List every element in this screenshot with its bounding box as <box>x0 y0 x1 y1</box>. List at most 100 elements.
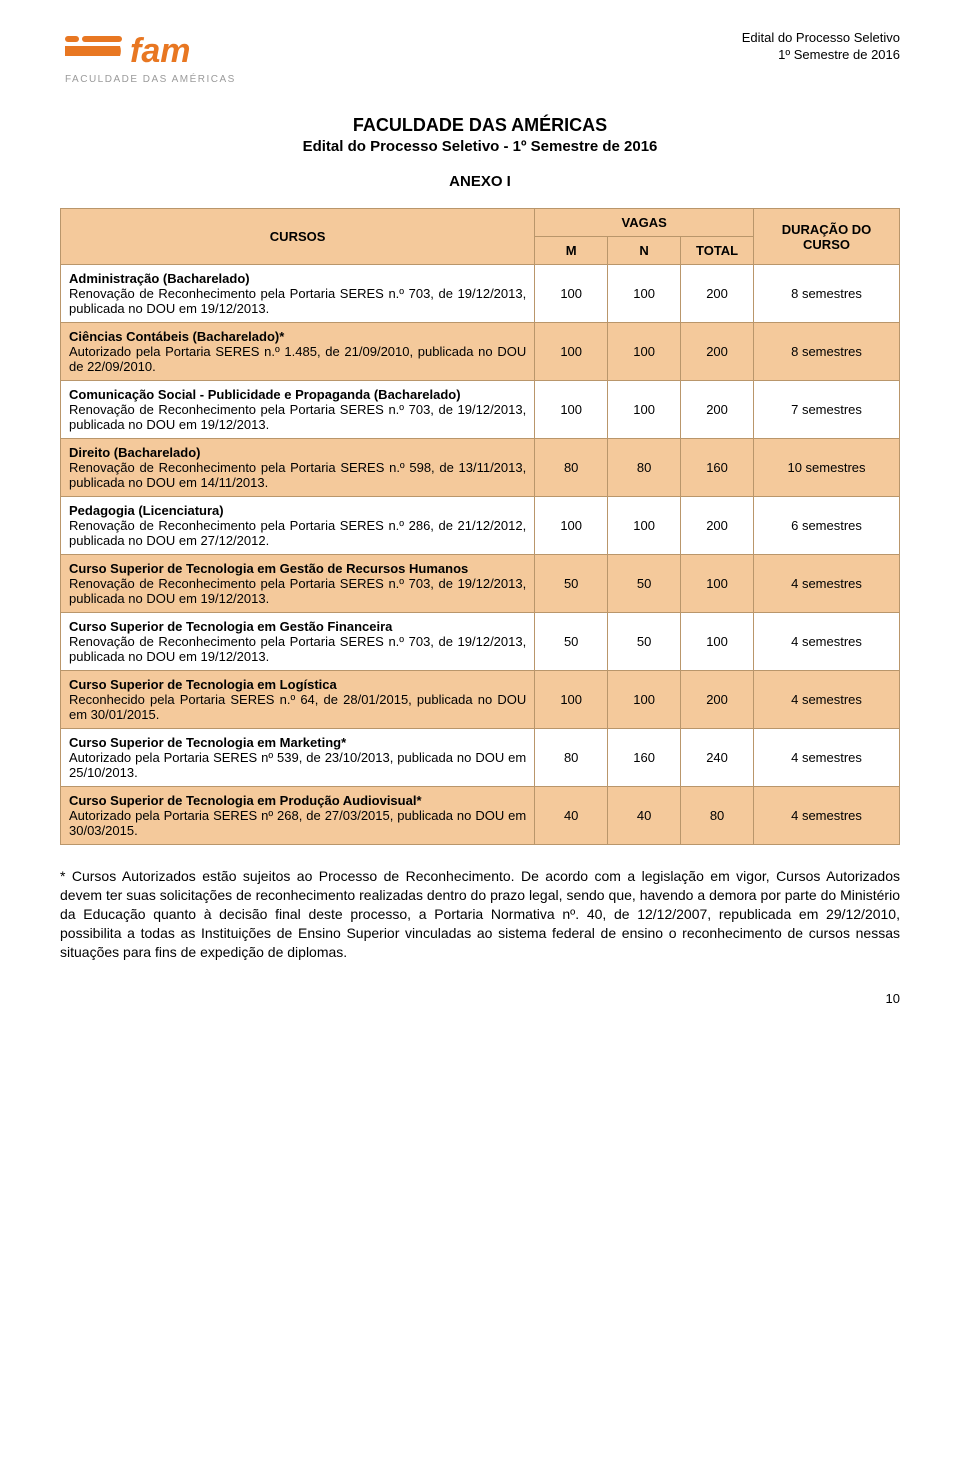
table-row: Pedagogia (Licenciatura)Renovação de Rec… <box>61 497 900 555</box>
cell-m: 50 <box>535 555 608 613</box>
course-name: Curso Superior de Tecnologia em Produção… <box>69 793 526 808</box>
cell-total: 240 <box>681 729 754 787</box>
cell-m: 100 <box>535 265 608 323</box>
cell-dur: 4 semestres <box>754 729 900 787</box>
table-row: Curso Superior de Tecnologia em Gestão F… <box>61 613 900 671</box>
cell-course: Curso Superior de Tecnologia em Marketin… <box>61 729 535 787</box>
svg-text:fam: fam <box>130 32 190 70</box>
table-row: Ciências Contábeis (Bacharelado)*Autoriz… <box>61 323 900 381</box>
cell-n: 100 <box>608 671 681 729</box>
cell-total: 100 <box>681 555 754 613</box>
header-line2: 1º Semestre de 2016 <box>742 47 900 64</box>
th-cursos: CURSOS <box>61 209 535 265</box>
cell-m: 80 <box>535 729 608 787</box>
cell-n: 160 <box>608 729 681 787</box>
th-vagas: VAGAS <box>535 209 754 237</box>
header-line1: Edital do Processo Seletivo <box>742 30 900 47</box>
cell-course: Pedagogia (Licenciatura)Renovação de Rec… <box>61 497 535 555</box>
course-desc: Autorizado pela Portaria SERES n.º 1.485… <box>69 344 526 374</box>
cell-n: 100 <box>608 265 681 323</box>
cell-n: 50 <box>608 555 681 613</box>
course-desc: Autorizado pela Portaria SERES nº 539, d… <box>69 750 526 780</box>
page: fam FACULDADE DAS AMÉRICAS Edital do Pro… <box>0 0 960 1046</box>
page-header: fam FACULDADE DAS AMÉRICAS Edital do Pro… <box>60 30 900 90</box>
course-desc: Reconhecido pela Portaria SERES n.º 64, … <box>69 692 526 722</box>
cell-n: 100 <box>608 497 681 555</box>
cell-course: Curso Superior de Tecnologia em Gestão d… <box>61 555 535 613</box>
cell-total: 80 <box>681 787 754 845</box>
course-name: Ciências Contábeis (Bacharelado)* <box>69 329 526 344</box>
title-main: FACULDADE DAS AMÉRICAS <box>60 115 900 136</box>
logo: fam FACULDADE DAS AMÉRICAS <box>60 30 260 90</box>
cell-total: 200 <box>681 323 754 381</box>
courses-table: CURSOS VAGAS DURAÇÃO DO CURSO M N TOTAL … <box>60 208 900 845</box>
th-m: M <box>535 237 608 265</box>
course-name: Pedagogia (Licenciatura) <box>69 503 526 518</box>
title-sub: Edital do Processo Seletivo - 1º Semestr… <box>60 138 900 155</box>
cell-dur: 8 semestres <box>754 265 900 323</box>
cell-dur: 4 semestres <box>754 671 900 729</box>
cell-total: 200 <box>681 671 754 729</box>
course-desc: Renovação de Reconhecimento pela Portari… <box>69 460 526 490</box>
svg-text:FACULDADE DAS AMÉRICAS: FACULDADE DAS AMÉRICAS <box>65 72 236 85</box>
course-name: Curso Superior de Tecnologia em Logístic… <box>69 677 526 692</box>
th-n: N <box>608 237 681 265</box>
cell-m: 100 <box>535 497 608 555</box>
cell-n: 80 <box>608 439 681 497</box>
table-row: Curso Superior de Tecnologia em Marketin… <box>61 729 900 787</box>
cell-dur: 8 semestres <box>754 323 900 381</box>
cell-n: 100 <box>608 381 681 439</box>
cell-n: 50 <box>608 613 681 671</box>
fam-logo-icon: fam FACULDADE DAS AMÉRICAS <box>60 30 260 90</box>
cell-course: Curso Superior de Tecnologia em Gestão F… <box>61 613 535 671</box>
cell-dur: 4 semestres <box>754 555 900 613</box>
table-row: Administração (Bacharelado)Renovação de … <box>61 265 900 323</box>
course-name: Curso Superior de Tecnologia em Gestão d… <box>69 561 526 576</box>
table-row: Direito (Bacharelado)Renovação de Reconh… <box>61 439 900 497</box>
course-desc: Renovação de Reconhecimento pela Portari… <box>69 634 526 664</box>
table-row: Curso Superior de Tecnologia em Logístic… <box>61 671 900 729</box>
course-desc: Autorizado pela Portaria SERES nº 268, d… <box>69 808 526 838</box>
course-name: Curso Superior de Tecnologia em Marketin… <box>69 735 526 750</box>
cell-dur: 6 semestres <box>754 497 900 555</box>
course-desc: Renovação de Reconhecimento pela Portari… <box>69 576 526 606</box>
cell-m: 80 <box>535 439 608 497</box>
cell-dur: 4 semestres <box>754 787 900 845</box>
cell-course: Administração (Bacharelado)Renovação de … <box>61 265 535 323</box>
th-total: TOTAL <box>681 237 754 265</box>
cell-m: 100 <box>535 381 608 439</box>
cell-dur: 4 semestres <box>754 613 900 671</box>
page-number: 10 <box>60 991 900 1006</box>
course-desc: Renovação de Reconhecimento pela Portari… <box>69 518 526 548</box>
table-body: Administração (Bacharelado)Renovação de … <box>61 265 900 845</box>
header-right: Edital do Processo Seletivo 1º Semestre … <box>742 30 900 64</box>
anexo-label: ANEXO I <box>60 173 900 190</box>
cell-m: 100 <box>535 671 608 729</box>
cell-n: 40 <box>608 787 681 845</box>
cell-n: 100 <box>608 323 681 381</box>
cell-total: 200 <box>681 265 754 323</box>
footnote: * Cursos Autorizados estão sujeitos ao P… <box>60 867 900 961</box>
cell-total: 200 <box>681 381 754 439</box>
table-head: CURSOS VAGAS DURAÇÃO DO CURSO M N TOTAL <box>61 209 900 265</box>
cell-course: Ciências Contábeis (Bacharelado)*Autoriz… <box>61 323 535 381</box>
cell-m: 100 <box>535 323 608 381</box>
cell-course: Curso Superior de Tecnologia em Logístic… <box>61 671 535 729</box>
cell-total: 100 <box>681 613 754 671</box>
course-desc: Renovação de Reconhecimento pela Portari… <box>69 286 526 316</box>
course-desc: Renovação de Reconhecimento pela Portari… <box>69 402 526 432</box>
table-row: Comunicação Social - Publicidade e Propa… <box>61 381 900 439</box>
course-name: Curso Superior de Tecnologia em Gestão F… <box>69 619 526 634</box>
cell-m: 50 <box>535 613 608 671</box>
cell-total: 160 <box>681 439 754 497</box>
cell-total: 200 <box>681 497 754 555</box>
cell-course: Direito (Bacharelado)Renovação de Reconh… <box>61 439 535 497</box>
cell-course: Comunicação Social - Publicidade e Propa… <box>61 381 535 439</box>
course-name: Administração (Bacharelado) <box>69 271 526 286</box>
title-block: FACULDADE DAS AMÉRICAS Edital do Process… <box>60 115 900 155</box>
table-row: Curso Superior de Tecnologia em Gestão d… <box>61 555 900 613</box>
cell-dur: 10 semestres <box>754 439 900 497</box>
cell-dur: 7 semestres <box>754 381 900 439</box>
table-row: Curso Superior de Tecnologia em Produção… <box>61 787 900 845</box>
cell-course: Curso Superior de Tecnologia em Produção… <box>61 787 535 845</box>
